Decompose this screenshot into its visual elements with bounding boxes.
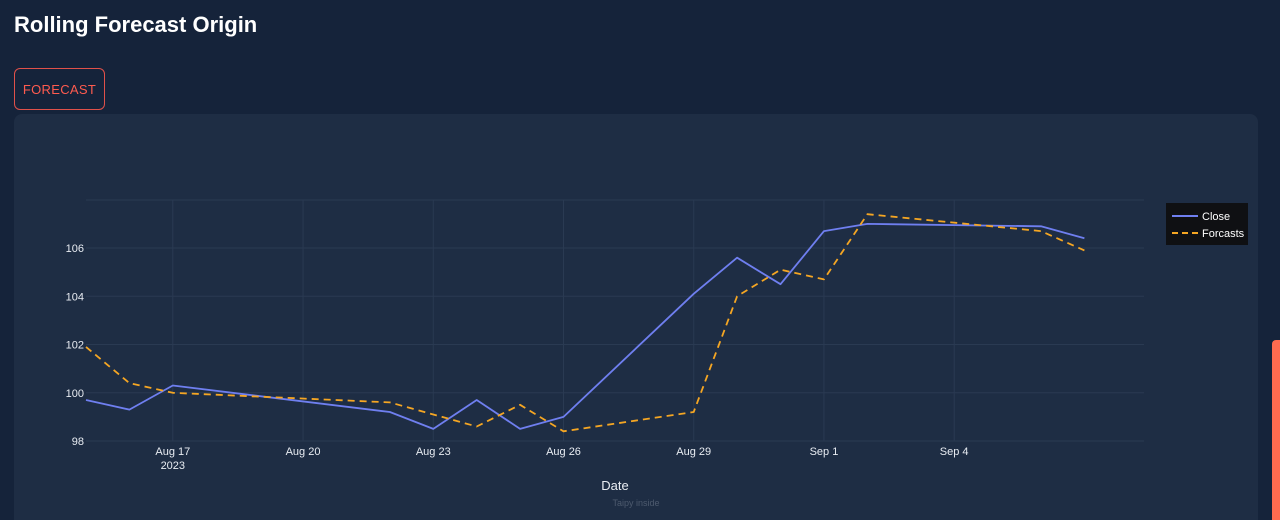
- series-line-forcasts: [85, 213, 1085, 433]
- y-tick-label: 102: [66, 340, 84, 352]
- legend-label-forecasts: Forcasts: [1202, 228, 1245, 240]
- x-tick-label: Aug 29: [676, 446, 711, 458]
- x-tick-label: Aug 26: [546, 446, 581, 458]
- watermark: Taipy inside: [612, 498, 659, 508]
- y-tick-label: 106: [66, 243, 84, 255]
- page-title: Rolling Forecast Origin: [14, 12, 258, 37]
- y-axis-ticks: 98 100 102 104 106: [66, 243, 84, 448]
- series-line-close: [85, 223, 1085, 430]
- page-scrollbar[interactable]: [1272, 340, 1280, 520]
- chart-grid: [86, 199, 1144, 442]
- legend-background: [1166, 203, 1248, 245]
- chart-legend: Close Forcasts: [1166, 203, 1248, 245]
- y-tick-label: 100: [66, 388, 84, 400]
- x-tick-label: Aug 23: [416, 446, 451, 458]
- x-axis-title: Date: [601, 478, 628, 493]
- forecast-button[interactable]: FORECAST: [14, 68, 105, 110]
- y-tick-label: 104: [66, 291, 84, 303]
- x-tick-label: Sep 1: [810, 446, 839, 458]
- x-tick-label: Aug 20: [286, 446, 321, 458]
- legend-label-close: Close: [1202, 211, 1230, 223]
- x-tick-label: Aug 17: [155, 446, 190, 458]
- x-axis-ticks: Aug 17 2023 Aug 20 Aug 23 Aug 26 Aug 29 Sep 1 S…: [155, 446, 968, 472]
- y-tick-label: 98: [72, 436, 84, 448]
- chart-panel: 98 100 102 104 106 Aug 17 2023 Aug 20 Aug 23 Aug…: [14, 114, 1258, 520]
- x-tick-label: Sep 4: [940, 446, 969, 458]
- chart-series: [85, 213, 1085, 433]
- x-tick-sublabel: 2023: [161, 460, 185, 472]
